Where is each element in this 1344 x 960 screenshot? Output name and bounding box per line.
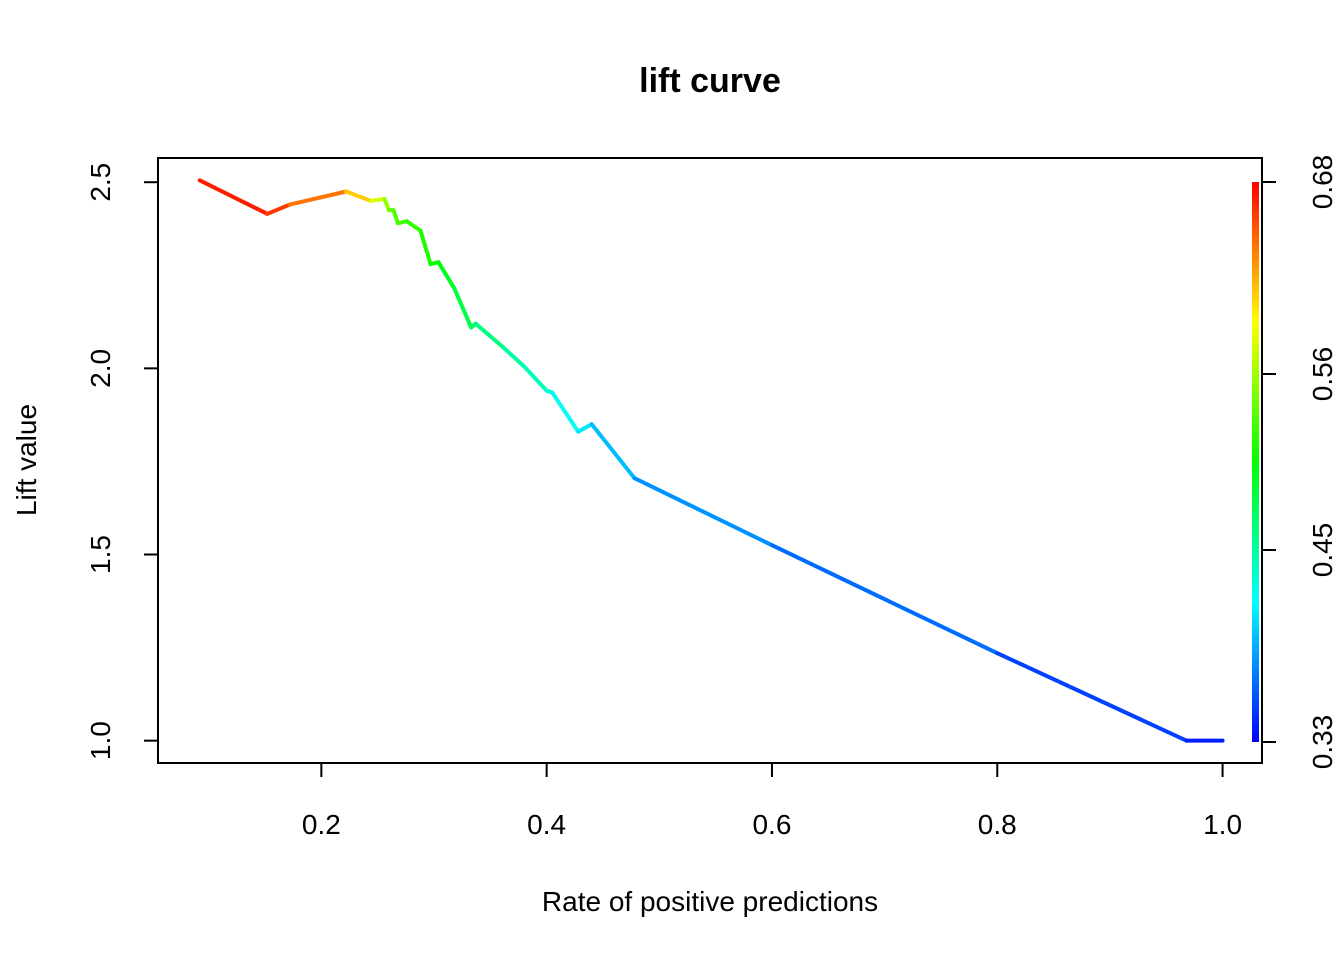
curve-segment — [441, 267, 457, 291]
curve-segment — [589, 422, 637, 481]
y-tick-label: 1.5 — [85, 535, 116, 574]
y-tick-label: 2.5 — [85, 163, 116, 202]
colorbar-tick-label: 0.56 — [1307, 347, 1338, 402]
curve-segment — [576, 422, 594, 434]
x-axis: 0.2 0.4 0.6 0.8 1.0 — [302, 763, 1242, 840]
x-tick-label: 1.0 — [1203, 809, 1242, 840]
curve-segment — [501, 345, 527, 369]
curve-segment — [391, 208, 400, 226]
x-tick-label: 0.6 — [752, 809, 791, 840]
colorbar-axis: 0.33 0.45 0.56 0.68 — [1262, 155, 1338, 770]
curve-segment — [197, 178, 270, 216]
lift-curve-line — [197, 178, 1225, 743]
curve-segment — [368, 196, 387, 203]
x-tick-label: 0.8 — [978, 809, 1017, 840]
curve-segment — [473, 321, 506, 350]
y-tick-label: 2.0 — [85, 349, 116, 388]
curve-segment — [265, 202, 292, 216]
x-tick-label: 0.2 — [302, 809, 341, 840]
curve-segment — [522, 364, 549, 393]
colorbar-tick-label: 0.68 — [1307, 155, 1338, 210]
curve-segment — [382, 196, 391, 213]
x-tick-label: 0.4 — [527, 809, 566, 840]
y-axis: 1.0 1.5 2.0 2.5 — [85, 163, 158, 760]
curve-segment — [995, 651, 1189, 743]
curve-segment — [452, 286, 474, 330]
curve-segment — [769, 543, 1000, 656]
curve-segment — [344, 189, 373, 203]
colorbar — [1252, 182, 1259, 742]
y-axis-label: Lift value — [11, 404, 42, 516]
x-axis-label: Rate of positive predictions — [542, 886, 878, 917]
curve-segment — [404, 219, 423, 233]
curve-segment — [418, 228, 433, 267]
colorbar-tick-label: 0.33 — [1307, 715, 1338, 770]
curve-segment — [632, 476, 774, 548]
plot-frame — [157, 157, 1263, 764]
colorbar-tick-label: 0.45 — [1307, 523, 1338, 578]
chart-title: lift curve — [639, 62, 781, 100]
curve-segment — [550, 390, 581, 434]
y-tick-label: 1.0 — [85, 721, 116, 760]
colorbar-strip — [1252, 182, 1259, 742]
curve-segment — [287, 189, 349, 207]
